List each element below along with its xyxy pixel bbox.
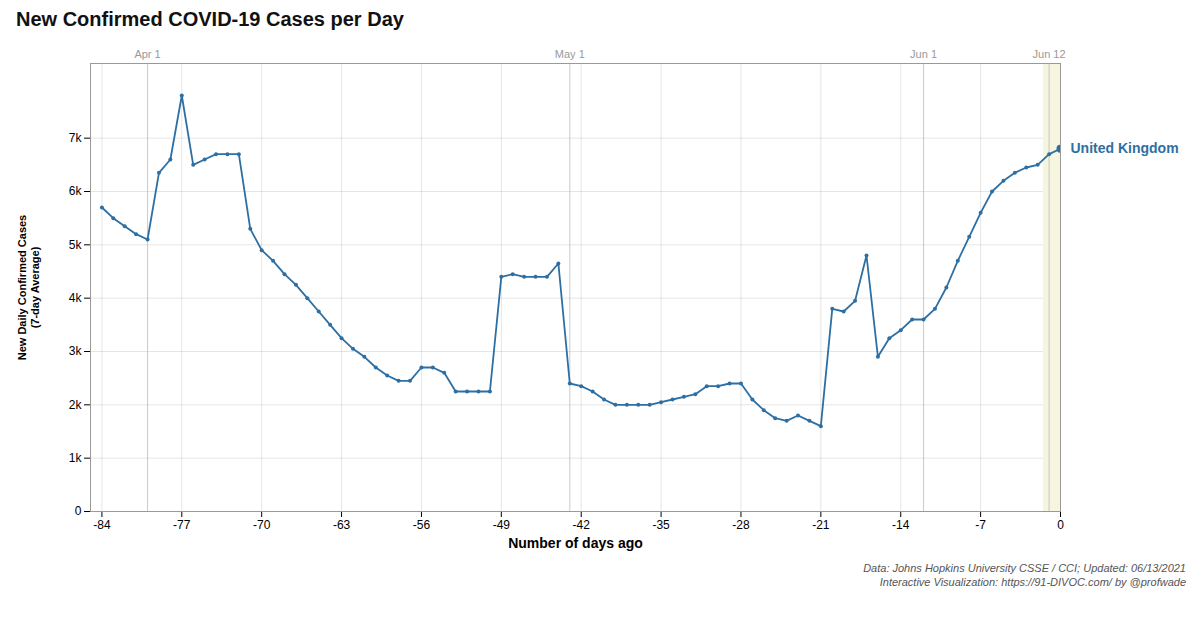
svg-text:-63: -63	[333, 518, 351, 532]
svg-text:-7: -7	[975, 518, 986, 532]
svg-text:-77: -77	[173, 518, 191, 532]
svg-text:2k: 2k	[69, 398, 83, 412]
svg-text:-21: -21	[812, 518, 830, 532]
svg-text:May 1: May 1	[555, 48, 585, 60]
svg-text:Jun 1: Jun 1	[910, 48, 937, 60]
svg-text:-70: -70	[253, 518, 271, 532]
html-text:Data: Johns Hopkins University: Data: Johns Hopkins University CSSE / CC…	[863, 562, 1186, 574]
svg-text:-56: -56	[413, 518, 431, 532]
svg-text:5k: 5k	[69, 238, 83, 252]
svg-text:-14: -14	[892, 518, 910, 532]
svg-text:0: 0	[1057, 518, 1064, 532]
svg-text:-84: -84	[93, 518, 111, 532]
svg-text:6k: 6k	[69, 184, 83, 198]
html-text:New Confirmed COVID-19 Cases p: New Confirmed COVID-19 Cases per Day	[16, 8, 404, 30]
html-text:Interactive Visualization: htt: Interactive Visualization: https://91-DI…	[879, 576, 1186, 589]
svg-text:3k: 3k	[69, 344, 83, 358]
svg-text:New Daily Confirmed Cases(7-da: New Daily Confirmed Cases(7-day Average)	[16, 215, 41, 361]
svg-text:United Kingdom: United Kingdom	[1071, 140, 1179, 156]
svg-text:Apr 1: Apr 1	[134, 48, 160, 60]
svg-text:Number of days ago: Number of days ago	[508, 535, 643, 551]
svg-text:1k: 1k	[69, 451, 83, 465]
svg-text:-42: -42	[573, 518, 591, 532]
svg-text:0: 0	[75, 504, 82, 518]
svg-text:Jun 12: Jun 12	[1033, 48, 1066, 60]
svg-text:4k: 4k	[69, 291, 83, 305]
svg-text:-49: -49	[493, 518, 511, 532]
svg-text:-28: -28	[732, 518, 750, 532]
svg-text:-35: -35	[652, 518, 670, 532]
svg-text:7k: 7k	[69, 131, 83, 145]
